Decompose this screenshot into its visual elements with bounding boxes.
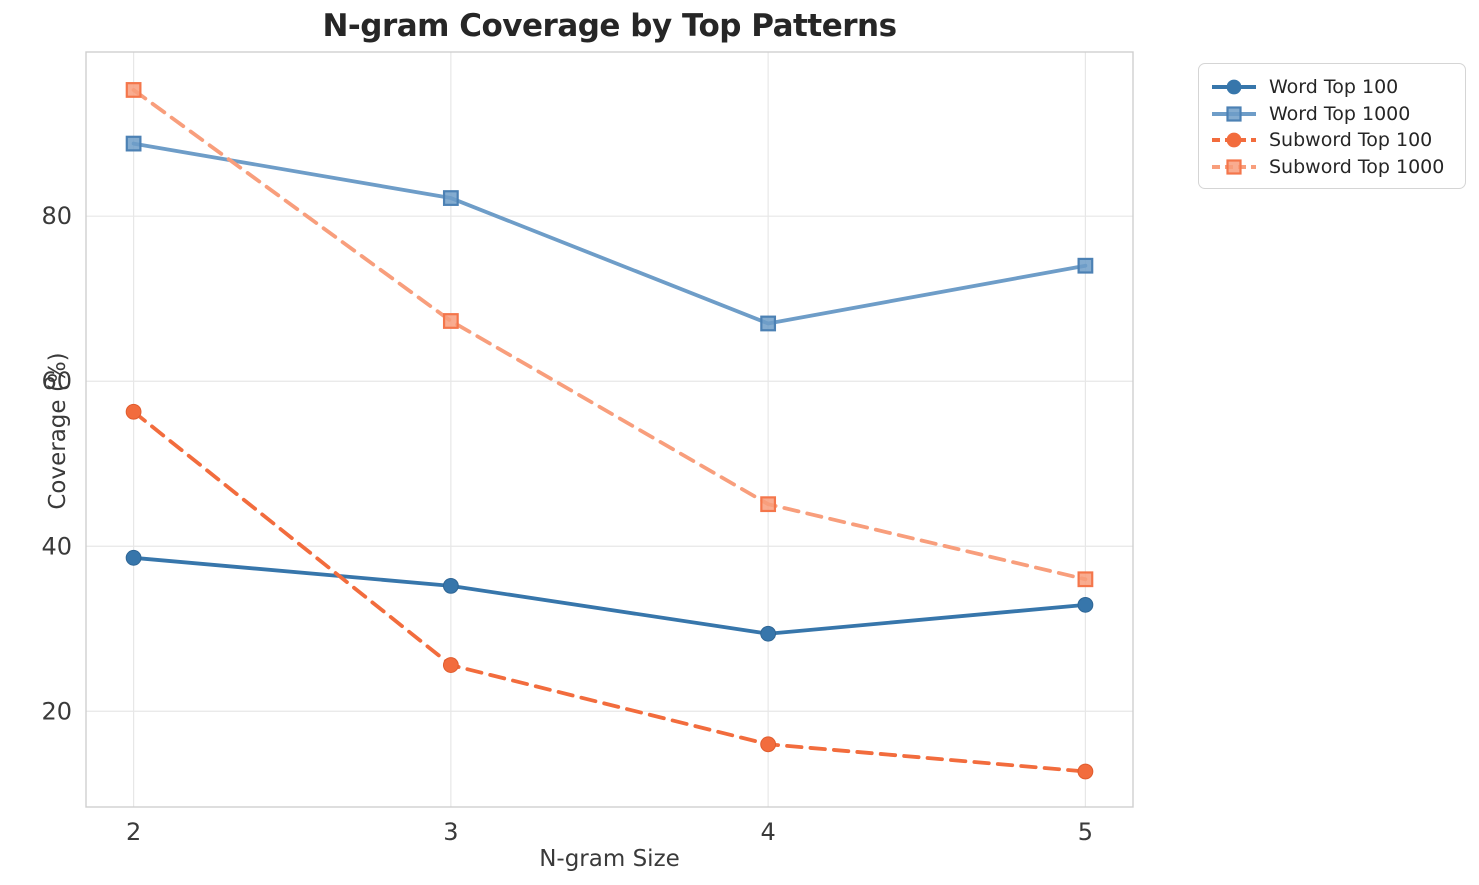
series-line <box>131 555 1088 636</box>
legend-square-marker-icon <box>1212 159 1256 175</box>
data-point-marker <box>760 315 777 332</box>
legend-label: Subword Top 1000 <box>1269 155 1445 178</box>
series-line <box>131 88 1088 582</box>
legend-label: Word Top 1000 <box>1269 102 1411 125</box>
data-point-marker <box>125 549 142 566</box>
data-point-marker <box>125 82 142 98</box>
data-point-marker <box>442 577 459 594</box>
data-point-marker <box>1077 763 1094 780</box>
legend-square-marker-icon <box>1212 106 1256 122</box>
data-point-marker <box>1077 257 1094 274</box>
y-tick-label: 40 <box>41 532 72 560</box>
data-point-marker <box>125 403 142 420</box>
chart-title: N-gram Coverage by Top Patterns <box>322 8 897 44</box>
y-tick-label: 20 <box>41 697 72 725</box>
legend-item: Word Top 1000 <box>1211 101 1453 127</box>
legend-item: Subword Top 1000 <box>1211 154 1453 180</box>
x-tick-label: 2 <box>126 818 141 846</box>
y-tick-label: 60 <box>41 367 72 395</box>
y-tick-label: 80 <box>41 202 72 230</box>
data-point-marker <box>760 496 777 513</box>
legend: Word Top 100 Word Top 1000 Subword Top 100… <box>1198 63 1466 189</box>
legend-label: Word Top 100 <box>1269 76 1399 98</box>
legend-item: Word Top 100 <box>1211 74 1453 100</box>
legend-circle-marker-icon <box>1212 132 1256 148</box>
data-point-marker <box>1077 596 1094 613</box>
data-point-marker <box>760 625 777 642</box>
series-line <box>131 409 1088 774</box>
x-tick-label: 3 <box>443 818 458 846</box>
legend-circle-marker-icon <box>1212 79 1256 95</box>
series-line <box>131 141 1088 326</box>
plot-frame <box>85 51 1134 808</box>
data-point-marker <box>442 657 459 673</box>
legend-label: Subword Top 100 <box>1269 129 1433 152</box>
x-tick-label: 4 <box>760 818 775 846</box>
legend-item: Subword Top 100 <box>1211 127 1453 153</box>
data-point-marker <box>760 736 777 753</box>
data-point-marker <box>1077 571 1094 588</box>
data-point-marker <box>442 190 459 206</box>
x-axis-label: N-gram Size <box>539 846 680 872</box>
y-axis-label: Coverage (%) <box>45 352 71 510</box>
x-tick-label: 5 <box>1078 818 1093 846</box>
data-point-marker <box>125 135 142 152</box>
data-point-marker <box>442 313 459 329</box>
